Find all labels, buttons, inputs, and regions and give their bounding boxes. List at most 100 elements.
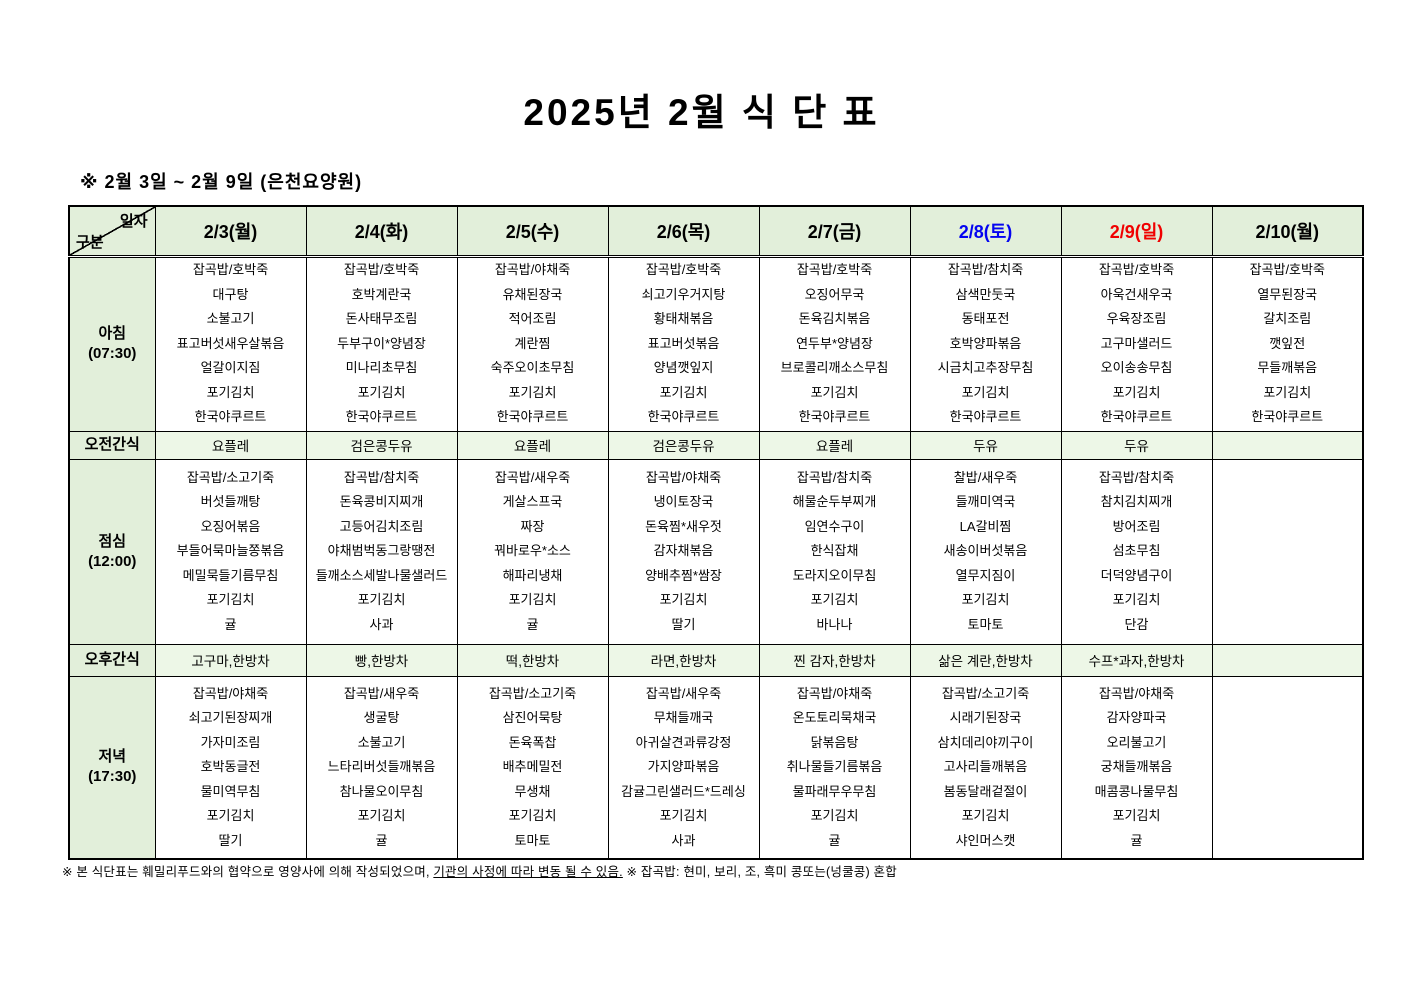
menu-item: 잡곡밥/소고기죽 (941, 685, 1030, 701)
column-header: 2/8(토) (909, 205, 1062, 258)
menu-cell: 잡곡밥/호박죽 아욱건새우국 우육장조림 고구마샐러드 오이송송무침 포기김치 한국야쿠르트 (1060, 255, 1213, 432)
menu-item: 방어조림 (1112, 518, 1161, 534)
column-header: 2/10(월) (1211, 205, 1364, 258)
row-am-snack: 오전간식 요플레 검은콩두유 요플레 검은콩두유 요플레 두유 두유 (68, 430, 1364, 460)
menu-item: 온도토리묵채국 (792, 710, 877, 725)
menu-item: 한국야쿠르트 (496, 409, 569, 425)
menu-item: 잡곡밥/참치죽 (947, 262, 1024, 278)
menu-item: 양념깻잎지 (653, 360, 714, 376)
menu-item: 포기김치 (357, 384, 406, 400)
menu-item: 무들깨볶음 (1257, 360, 1318, 376)
snack-cell: 수프*과자,한방차 (1060, 643, 1213, 677)
menu-item: 표고버섯볶음 (647, 335, 720, 351)
menu-item: 포기김치 (810, 592, 859, 608)
menu-item: 아욱건새우국 (1100, 286, 1173, 302)
menu-item: 더덕양념구이 (1100, 567, 1173, 583)
menu-item: 잡곡밥/소고기죽 (186, 469, 275, 485)
date-range-subtitle: ※ 2월 3일 ~ 2월 9일 (은천요양원) (80, 172, 363, 192)
menu-item: 잡곡밥/호박죽 (343, 262, 420, 278)
menu-item: 호박동글전 (200, 759, 261, 774)
menu-item: 무채들깨국 (653, 710, 714, 725)
menu-item: 궁채들깨볶음 (1100, 759, 1173, 774)
header-row: 일자 구분 2/3(월) 2/4(화) 2/5(수) 2/6(목) 2/7(금) 2/8(토)… (68, 205, 1364, 258)
menu-item: 한국야쿠르트 (798, 409, 871, 425)
menu-item: 느타리버섯들깨볶음 (327, 759, 436, 774)
menu-item: 시래기된장국 (949, 710, 1022, 725)
corner-label-date: 일자 (119, 213, 148, 230)
menu-cell: 잡곡밥/소고기죽 시래기된장국 삼치데리야끼구이 고사리들깨볶음 봄동달래겉절이 포기김치… (909, 675, 1062, 860)
menu-item: 연두부*양념장 (796, 335, 873, 351)
menu-item: 포기김치 (810, 384, 859, 400)
menu-item: 고구마샐러드 (1100, 335, 1173, 351)
row-label-pm-snack: 오후간식 (68, 643, 156, 677)
snack-cell: 요플레 (456, 430, 609, 460)
menu-item: 들깨소스세발나물샐러드 (315, 567, 448, 583)
menu-item: 봄동달래겉절이 (943, 783, 1028, 799)
menu-item: 한국야쿠르트 (345, 409, 418, 425)
menu-item: 섬초무침 (1112, 543, 1161, 559)
menu-item: 잡곡밥/참치죽 (796, 469, 873, 485)
menu-item: 생굴탕 (363, 710, 400, 725)
menu-cell (1211, 675, 1364, 860)
menu-item: 포기김치 (961, 592, 1010, 608)
menu-item: 해물순두부찌개 (792, 494, 877, 510)
menu-item: 잡곡밥/참치죽 (343, 469, 420, 485)
column-header: 2/9(일) (1060, 205, 1213, 258)
menu-item: 적어조림 (508, 311, 557, 327)
menu-item: 미나리초무침 (345, 360, 418, 376)
snack-cell: 두유 (909, 430, 1062, 460)
menu-item: 잡곡밥/새우죽 (343, 685, 420, 701)
menu-item: 깻잎전 (1269, 335, 1306, 351)
row-label-text: 오전간식 (84, 436, 140, 453)
snack-cell: 떡,한방차 (456, 643, 609, 677)
menu-item: 호박양파볶음 (949, 335, 1022, 351)
menu-item: 쇠고기우거지탕 (641, 286, 726, 302)
column-header: 2/7(금) (758, 205, 911, 258)
footer-note: ※ 본 식단표는 훼밀리푸드와의 협약으로 영양사에 의해 작성되었으며, 기관… (62, 861, 1382, 880)
menu-item: 돈육찜*새우젓 (645, 518, 722, 534)
menu-cell: 잡곡밥/소고기죽 삼진어묵탕 돈육폭찹 배추메밀전 무생채 포기김치 토마토 (456, 675, 609, 860)
menu-item: 한식잡채 (810, 543, 859, 559)
menu-item: 꿔바로우*소스 (494, 543, 571, 559)
column-header: 2/3(월) (154, 205, 307, 258)
menu-item: 포기김치 (508, 384, 557, 400)
menu-item: 포기김치 (659, 384, 708, 400)
menu-item: 삼치데리야끼구이 (937, 734, 1034, 750)
row-lunch: 점심 (12:00) 잡곡밥/소고기죽 버섯들깨탕 오징어볶음 부들어묵마늘쫑볶음 메밀묵들… (68, 458, 1364, 645)
menu-item: 잡곡밥/야채죽 (645, 469, 722, 485)
menu-item: 잡곡밥/호박죽 (1098, 262, 1175, 278)
menu-item: 계란찜 (514, 335, 551, 351)
menu-item: 가자미조림 (200, 734, 261, 750)
table-body: 아침 (07:30) 잡곡밥/호박죽 대구탕 소불고기 표고버섯새우살볶음 얼갈이지짐 포기김… (68, 255, 1364, 860)
menu-item: 포기김치 (961, 808, 1010, 823)
menu-cell: 잡곡밥/야채죽 쇠고기된장찌개 가자미조림 호박동글전 물미역무침 포기김치 딸기 (154, 675, 307, 860)
menu-item: 토마토 (514, 832, 551, 848)
menu-item: 잡곡밥/호박죽 (645, 262, 722, 278)
menu-item: 포기김치 (1112, 808, 1161, 823)
menu-item: 돈사태무조림 (345, 311, 418, 327)
menu-item: 한국야쿠르트 (949, 409, 1022, 425)
menu-item: 갈치조림 (1263, 311, 1312, 327)
menu-item: 잡곡밥/새우죽 (494, 469, 571, 485)
corner-cell: 일자 구분 (68, 205, 156, 258)
menu-item: 귤 (375, 832, 388, 848)
menu-item: 참치김치찌개 (1100, 494, 1173, 510)
menu-item: 한국야쿠르트 (647, 409, 720, 425)
menu-item: 단감 (1124, 616, 1149, 632)
row-label-text: 오후간식 (84, 651, 140, 668)
menu-item: 포기김치 (961, 384, 1010, 400)
snack-cell: 검은콩두유 (305, 430, 458, 460)
menu-item: 대구탕 (212, 286, 249, 302)
menu-item: 딸기 (671, 616, 696, 632)
menu-item: 포기김치 (206, 808, 255, 823)
menu-item: 오이송송무침 (1100, 360, 1173, 376)
menu-item: 잡곡밥/소고기죽 (488, 685, 577, 701)
menu-item: 사과 (369, 616, 394, 632)
row-label-time: (12:00) (88, 552, 137, 570)
menu-item: 샤인머스캣 (955, 832, 1016, 848)
menu-item: 짜장 (520, 518, 545, 534)
menu-item: 잡곡밥/참치죽 (1098, 469, 1175, 485)
snack-cell: 라면,한방차 (607, 643, 760, 677)
snack-cell (1211, 430, 1364, 460)
menu-item: 소불고기 (357, 734, 406, 750)
